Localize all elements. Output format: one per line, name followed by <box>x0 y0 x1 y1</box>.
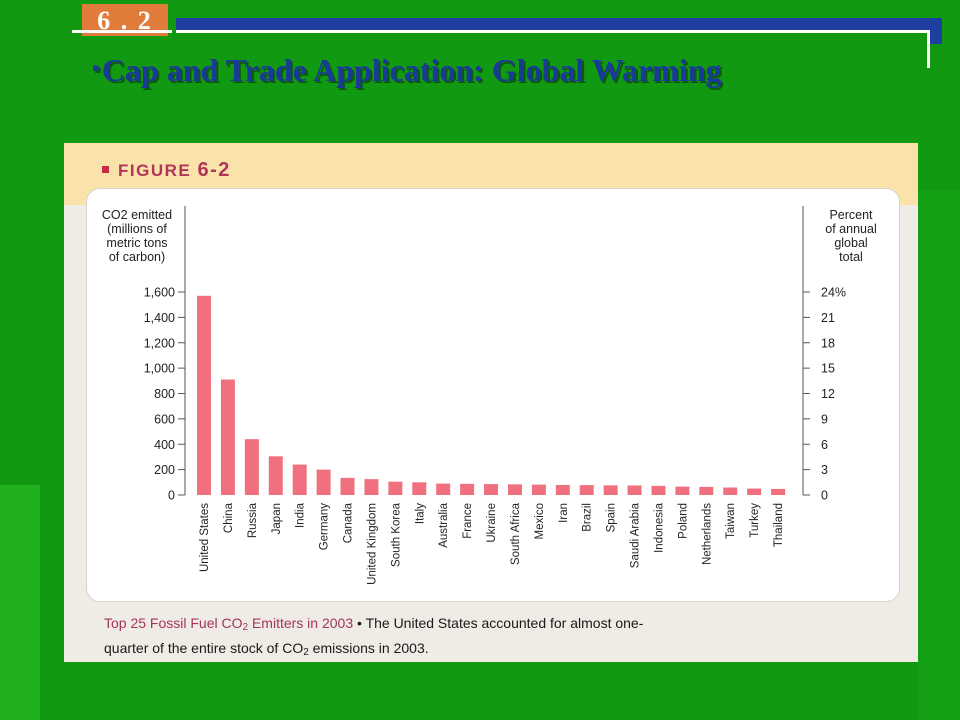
left-tick-label: 800 <box>154 387 175 401</box>
category-label: United Kingdom <box>366 503 378 585</box>
caption-lead: Top 25 Fossil Fuel CO2 Emitters in 2003 <box>104 615 354 633</box>
category-label: United States <box>199 503 211 572</box>
bar <box>412 482 427 495</box>
right-tick-label: 18 <box>821 336 835 350</box>
title-bullet: ▪ <box>92 55 100 80</box>
bar <box>197 295 211 495</box>
right-tick-label: 0 <box>821 489 828 503</box>
left-tick-label: 1,400 <box>144 311 175 325</box>
bar <box>292 464 307 495</box>
figure-label-prefix: FIGURE <box>118 161 192 180</box>
right-tick-label: 15 <box>821 362 835 376</box>
left-tick-label: 1,200 <box>144 336 175 350</box>
header-rule-end <box>927 30 930 68</box>
bar <box>316 469 331 495</box>
left-axis-title: CO2 emitted (millions of metric tons of car… <box>102 208 172 264</box>
category-label: Brazil <box>582 503 594 532</box>
category-label: Mexico <box>534 503 546 539</box>
category-label: Poland <box>677 503 689 539</box>
left-tick-label: 600 <box>154 412 175 426</box>
right-axis-title: Percent of annual global total <box>825 208 876 264</box>
figure-marker-icon <box>102 166 109 173</box>
bar <box>651 485 666 495</box>
category-label: China <box>223 502 235 533</box>
category-label: France <box>462 503 474 539</box>
bar <box>627 485 642 495</box>
category-label: Canada <box>343 502 355 543</box>
category-label: Saudi Arabia <box>630 502 642 568</box>
right-tick-label: 9 <box>821 412 828 426</box>
bar <box>675 486 690 495</box>
bar <box>507 484 522 495</box>
category-label: Italy <box>414 503 426 524</box>
bar <box>531 484 546 495</box>
caption-line2: quarter of the entire stock of CO2 emiss… <box>104 640 429 658</box>
category-label: Ukraine <box>486 503 498 543</box>
bar <box>436 483 451 495</box>
slide-title: ▪Cap and Trade Application: Global Warmi… <box>92 52 722 89</box>
category-label: South Korea <box>390 502 402 567</box>
bar <box>603 485 618 495</box>
left-tick-label: 400 <box>154 438 175 452</box>
chart-card: CO2 emitted (millions of metric tons of car… <box>86 188 900 602</box>
left-tick-label: 1,600 <box>144 286 175 300</box>
header-bar-end <box>930 18 942 44</box>
category-label: Indonesia <box>653 502 665 552</box>
bar <box>699 486 714 495</box>
bar <box>579 485 594 495</box>
left-tick-label: 200 <box>154 463 175 477</box>
background-block-right <box>918 190 960 720</box>
bar <box>244 439 259 495</box>
bar-chart: CO2 emitted (millions of metric tons of car… <box>102 206 877 585</box>
bar <box>484 484 499 495</box>
figure-label: FIGURE 6-2 <box>102 159 231 182</box>
category-label: Australia <box>438 502 450 547</box>
bar <box>364 479 379 495</box>
category-label: Japan <box>271 503 283 534</box>
right-tick-label: 12 <box>821 387 835 401</box>
bar <box>220 379 235 495</box>
figure-panel: FIGURE 6-2 CO2 emitted (millions of metric… <box>64 143 918 662</box>
bar <box>460 483 475 495</box>
header-bar <box>176 18 942 30</box>
category-label: Russia <box>247 502 259 538</box>
bar <box>555 484 570 495</box>
header-rule <box>176 30 930 33</box>
bar <box>340 477 355 495</box>
category-label: India <box>295 502 307 528</box>
bar <box>771 488 786 495</box>
category-label: Turkey <box>749 503 761 538</box>
figure-label-number: 6-2 <box>197 159 231 181</box>
right-tick-label: 3 <box>821 463 828 477</box>
bar <box>747 488 762 495</box>
right-tick-label: 6 <box>821 438 828 452</box>
bar <box>268 456 283 495</box>
category-label: Thailand <box>773 503 785 547</box>
right-tick-label: 21 <box>821 311 835 325</box>
category-label: Netherlands <box>701 503 713 565</box>
background-block-left <box>0 485 40 720</box>
header-rule-left <box>72 30 172 33</box>
right-tick-label: 24% <box>821 286 846 300</box>
bar <box>723 487 738 495</box>
left-tick-label: 1,000 <box>144 362 175 376</box>
category-label: Germany <box>319 503 331 551</box>
left-tick-label: 0 <box>168 489 175 503</box>
slide-title-text: Cap and Trade Application: Global Warmin… <box>101 52 722 88</box>
category-label: Taiwan <box>725 503 737 539</box>
category-label: South Africa <box>510 502 522 565</box>
category-label: Iran <box>558 503 570 523</box>
caption-bullet: • <box>357 615 362 631</box>
bar <box>388 481 403 495</box>
category-label: Spain <box>606 503 618 532</box>
caption-body: The United States accounted for almost o… <box>365 615 644 631</box>
figure-caption: Top 25 Fossil Fuel CO2 Emitters in 2003 … <box>104 613 664 663</box>
